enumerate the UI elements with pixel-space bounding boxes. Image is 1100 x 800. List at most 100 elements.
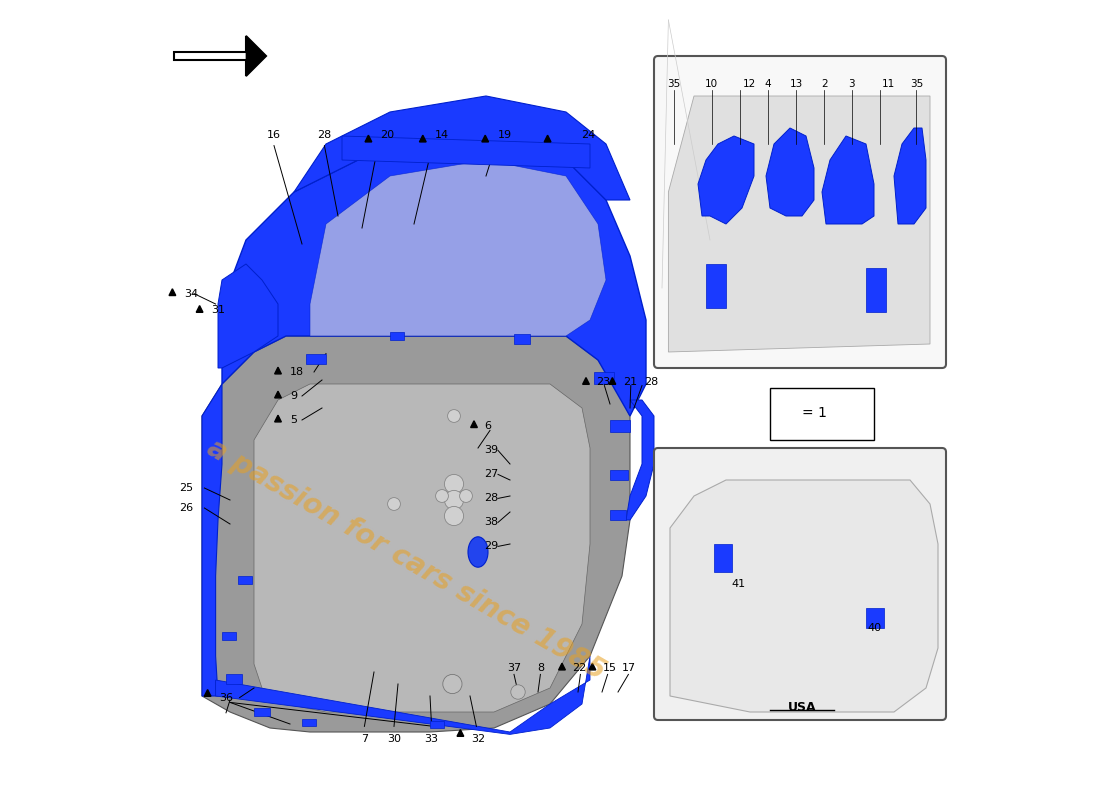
Text: 38: 38 bbox=[484, 518, 498, 527]
Polygon shape bbox=[588, 663, 596, 670]
Text: 18: 18 bbox=[290, 367, 304, 377]
Text: 39: 39 bbox=[484, 446, 498, 455]
Polygon shape bbox=[456, 730, 464, 736]
Bar bbox=[238, 576, 252, 584]
Polygon shape bbox=[729, 77, 737, 83]
Polygon shape bbox=[294, 96, 630, 200]
Circle shape bbox=[510, 685, 525, 699]
Bar bbox=[306, 354, 326, 364]
Polygon shape bbox=[310, 160, 606, 336]
Circle shape bbox=[444, 490, 463, 510]
Polygon shape bbox=[196, 306, 204, 312]
Bar bbox=[610, 470, 628, 480]
FancyBboxPatch shape bbox=[654, 56, 946, 368]
Polygon shape bbox=[698, 136, 754, 224]
Polygon shape bbox=[766, 128, 814, 216]
Polygon shape bbox=[205, 690, 211, 696]
Polygon shape bbox=[218, 264, 278, 368]
Text: 23: 23 bbox=[596, 378, 611, 387]
Text: 30: 30 bbox=[387, 734, 402, 744]
Text: 37: 37 bbox=[507, 663, 521, 673]
FancyBboxPatch shape bbox=[654, 448, 946, 720]
Text: 41: 41 bbox=[730, 579, 745, 589]
Polygon shape bbox=[782, 405, 793, 415]
Polygon shape bbox=[342, 136, 590, 168]
Text: 17: 17 bbox=[621, 663, 636, 673]
Bar bbox=[302, 719, 317, 726]
Text: 14: 14 bbox=[434, 130, 449, 140]
Text: 28: 28 bbox=[484, 494, 498, 503]
Text: 21: 21 bbox=[623, 378, 637, 387]
Text: 28: 28 bbox=[317, 130, 331, 140]
Polygon shape bbox=[822, 136, 875, 224]
Text: 24: 24 bbox=[581, 130, 595, 140]
Text: 33: 33 bbox=[425, 734, 439, 744]
Polygon shape bbox=[559, 663, 565, 670]
Polygon shape bbox=[894, 128, 926, 224]
Bar bbox=[610, 510, 626, 520]
Text: 27: 27 bbox=[484, 470, 498, 479]
Polygon shape bbox=[169, 289, 176, 295]
Polygon shape bbox=[670, 480, 938, 712]
Text: 19: 19 bbox=[498, 130, 513, 140]
Text: 10: 10 bbox=[705, 79, 718, 89]
Bar bbox=[594, 372, 614, 384]
Polygon shape bbox=[365, 135, 372, 142]
Polygon shape bbox=[246, 36, 266, 76]
Circle shape bbox=[387, 498, 400, 510]
Circle shape bbox=[436, 490, 449, 502]
Text: 9: 9 bbox=[290, 391, 297, 401]
Bar bbox=[430, 721, 444, 728]
Text: 25: 25 bbox=[179, 483, 194, 493]
Bar bbox=[714, 544, 732, 572]
Text: 4: 4 bbox=[764, 79, 771, 89]
Circle shape bbox=[460, 490, 472, 502]
Text: 35: 35 bbox=[910, 79, 923, 89]
Text: USA: USA bbox=[788, 701, 816, 714]
Polygon shape bbox=[202, 336, 630, 732]
Text: 13: 13 bbox=[790, 79, 803, 89]
Circle shape bbox=[448, 410, 461, 422]
Text: 34: 34 bbox=[185, 289, 198, 298]
Text: 29: 29 bbox=[484, 542, 498, 551]
Text: 5: 5 bbox=[290, 415, 297, 425]
Text: 11: 11 bbox=[882, 79, 895, 89]
Polygon shape bbox=[471, 421, 477, 427]
Text: 36: 36 bbox=[220, 693, 233, 702]
Polygon shape bbox=[254, 384, 590, 712]
Bar bbox=[226, 674, 242, 684]
Bar bbox=[222, 632, 236, 640]
Text: 8: 8 bbox=[537, 663, 544, 673]
Polygon shape bbox=[275, 367, 282, 374]
Text: 32: 32 bbox=[472, 734, 486, 744]
Polygon shape bbox=[216, 656, 590, 734]
Text: 28: 28 bbox=[645, 378, 659, 387]
Polygon shape bbox=[275, 391, 282, 398]
Text: 3: 3 bbox=[848, 79, 855, 89]
Polygon shape bbox=[202, 384, 222, 696]
Text: 40: 40 bbox=[867, 623, 881, 633]
Text: = 1: = 1 bbox=[802, 406, 827, 420]
Text: 16: 16 bbox=[267, 130, 280, 140]
Ellipse shape bbox=[468, 537, 488, 567]
Text: 12: 12 bbox=[742, 79, 756, 89]
Text: 7: 7 bbox=[361, 734, 368, 744]
Text: 22: 22 bbox=[572, 663, 586, 673]
Text: 6: 6 bbox=[484, 421, 492, 430]
Bar bbox=[706, 264, 726, 308]
Bar bbox=[866, 608, 883, 628]
Text: 31: 31 bbox=[211, 306, 226, 315]
Bar bbox=[390, 332, 405, 340]
Bar bbox=[514, 334, 530, 344]
Polygon shape bbox=[544, 135, 551, 142]
Bar bbox=[866, 268, 886, 312]
Polygon shape bbox=[419, 135, 426, 142]
Circle shape bbox=[443, 674, 462, 694]
Polygon shape bbox=[275, 415, 282, 422]
Polygon shape bbox=[482, 135, 488, 142]
Text: 20: 20 bbox=[381, 130, 395, 140]
Circle shape bbox=[444, 506, 463, 526]
Text: 15: 15 bbox=[603, 663, 617, 673]
FancyBboxPatch shape bbox=[770, 388, 875, 440]
Polygon shape bbox=[609, 378, 616, 384]
